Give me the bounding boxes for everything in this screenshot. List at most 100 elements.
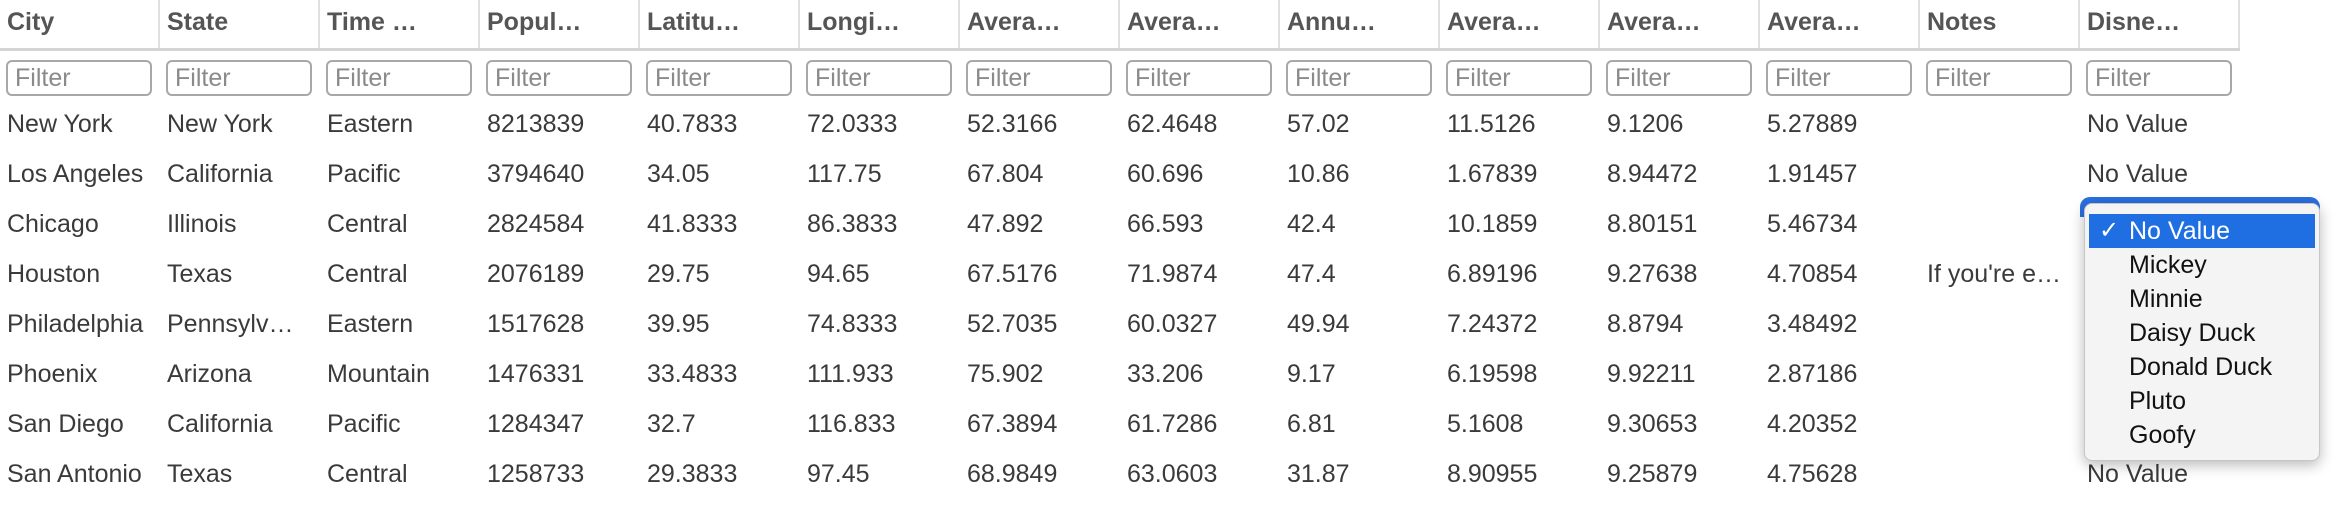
table-cell [1920,99,2080,149]
column-header[interactable]: Annu… [1280,0,1440,48]
column-header[interactable]: Avera… [960,0,1120,48]
column-header[interactable]: State [160,0,320,48]
disney-cell[interactable]: No Value [2087,110,2188,138]
table-cell: Eastern [327,310,414,338]
header-row: City State Time … Popul… Latitu… Longi… Avera…… [0,0,2240,51]
filter-input[interactable] [646,60,792,96]
filter-input[interactable] [1766,60,1912,96]
dropdown-option[interactable]: ✓ No Value [2089,214,2315,248]
table-row: San Antonio Texas Central 1258733 29.3833 97.… [0,449,2240,499]
table-row: Houston Texas Central 2076189 29.75 94.65 67.5… [0,249,2240,299]
column-header[interactable]: Latitu… [640,0,800,48]
table-cell: Central [327,460,408,488]
dropdown-option[interactable]: Pluto [2089,384,2315,418]
table-cell: 1517628 [487,310,585,338]
table-cell: 9.27638 [1607,260,1698,288]
table-cell: 111.933 [807,360,894,388]
table-cell: Los Angeles [7,160,144,188]
table-cell: 1284347 [487,410,585,438]
dropdown-option-label: Mickey [2129,251,2207,279]
table-cell: 9.30653 [1607,410,1698,438]
column-header[interactable]: Longi… [800,0,960,48]
table-cell: 67.3894 [967,410,1058,438]
dropdown-option-label: No Value [2129,217,2230,245]
column-header[interactable]: Avera… [1120,0,1280,48]
column-header[interactable]: Avera… [1760,0,1920,48]
column-header[interactable]: Disne… [2080,0,2240,48]
table-cell: 8.80151 [1607,210,1698,238]
table-cell [1920,449,2080,499]
table-cell: 6.81 [1287,410,1336,438]
column-header[interactable]: Popul… [480,0,640,48]
filter-input[interactable] [1286,60,1432,96]
table-cell: 8.94472 [1607,160,1698,188]
filter-input[interactable] [966,60,1112,96]
table-cell: 57.02 [1287,110,1350,138]
filter-input[interactable] [6,60,152,96]
filter-input[interactable] [1926,60,2072,96]
column-header[interactable]: City [0,0,160,48]
table-cell: Texas [167,460,233,488]
dropdown-option-label: Goofy [2129,421,2196,449]
table-cell: 66.593 [1127,210,1204,238]
disney-cell[interactable]: No Value [2087,160,2188,188]
filter-input[interactable] [1126,60,1272,96]
table-cell: New York [7,110,113,138]
dropdown-option[interactable]: Goofy [2089,418,2315,452]
filter-input[interactable] [806,60,952,96]
table-cell [1920,149,2080,199]
table-cell: 68.9849 [967,460,1058,488]
table-cell: 2824584 [487,210,585,238]
dropdown-option[interactable]: Mickey [2089,248,2315,282]
table-cell: 5.1608 [1447,410,1524,438]
dropdown-option-label: Daisy Duck [2129,319,2256,347]
table-cell: 3794640 [487,160,585,188]
table-cell: 72.0333 [807,110,898,138]
dropdown-option[interactable]: Daisy Duck [2089,316,2315,350]
table-cell: 61.7286 [1127,410,1218,438]
table-cell: Pacific [327,160,401,188]
table-cell: 75.902 [967,360,1044,388]
table-cell: 71.9874 [1127,260,1218,288]
column-header[interactable]: Avera… [1440,0,1600,48]
table-cell: New York [167,110,273,138]
table-cell: Illinois [167,210,237,238]
filter-input[interactable] [1446,60,1592,96]
table-cell [1920,199,2080,249]
table-row: Phoenix Arizona Mountain 1476331 33.4833 111.… [0,349,2240,399]
table-cell: Philadelphia [7,310,144,338]
table-cell: 116.833 [807,410,896,438]
disney-dropdown-menu: ✓ No Value Mickey Minnie Daisy Duck Donald Du… [2084,203,2320,461]
table-cell: 60.696 [1127,160,1204,188]
filter-input[interactable] [166,60,312,96]
table-cell: Mountain [327,360,430,388]
column-header[interactable]: Time … [320,0,480,48]
table-cell [1920,399,2080,449]
filter-input[interactable] [486,60,632,96]
table-cell: 2076189 [487,260,585,288]
dropdown-option[interactable]: Donald Duck [2089,350,2315,384]
table-cell: 52.3166 [967,110,1058,138]
table-cell: San Antonio [7,460,142,488]
table-cell: California [167,160,273,188]
column-header[interactable]: Notes [1920,0,2080,48]
table-cell: Central [327,260,408,288]
table-cell: 74.8333 [807,310,898,338]
disney-cell[interactable]: No Value [2087,460,2188,488]
table-cell: 60.0327 [1127,310,1218,338]
table-cell: 34.05 [647,160,710,188]
table-cell: 49.94 [1287,310,1350,338]
table-cell: 1476331 [487,360,585,388]
table-cell: 29.3833 [647,460,738,488]
dropdown-option-label: Donald Duck [2129,353,2273,381]
table-cell: 2.87186 [1767,360,1858,388]
dropdown-option[interactable]: Minnie [2089,282,2315,316]
table-row: San Diego California Pacific 1284347 32.7 116… [0,399,2240,449]
filter-input[interactable] [1606,60,1752,96]
table-cell: San Diego [7,410,124,438]
filter-input[interactable] [2086,60,2232,96]
table-cell: 8.90955 [1447,460,1538,488]
filter-input[interactable] [326,60,472,96]
column-header[interactable]: Avera… [1600,0,1760,48]
